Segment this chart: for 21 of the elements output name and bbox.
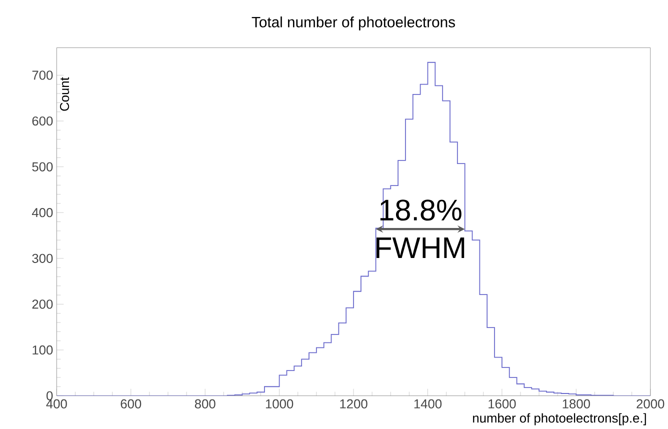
y-tick-label: 100	[32, 346, 53, 355]
y-tick-label: 400	[32, 208, 53, 218]
x-tick-label: 1000	[266, 400, 294, 409]
y-tick-label: 500	[32, 162, 53, 172]
y-tick-label: 200	[32, 300, 53, 309]
x-axis-title: number of photoelectrons[p.e.]	[473, 413, 646, 426]
x-tick-label: 600	[120, 400, 142, 409]
x-tick-label: 1800	[562, 400, 590, 409]
y-tick-label: 300	[32, 254, 53, 264]
chart-title: Total number of photoelectrons	[252, 16, 455, 31]
y-tick-label: 0	[46, 391, 53, 401]
x-tick-label: 1400	[414, 400, 442, 409]
x-tick-label: 1200	[340, 400, 368, 409]
x-tick-label: 2000	[636, 400, 664, 409]
y-tick-label: 600	[32, 116, 53, 126]
x-tick-label: 800	[194, 400, 216, 409]
x-tick-label: 1600	[488, 400, 516, 409]
y-axis-title: Count	[60, 77, 70, 112]
x-tick-label: 400	[46, 400, 67, 409]
annotation: FWHM	[376, 238, 464, 258]
y-tick-label: 700	[32, 70, 53, 80]
